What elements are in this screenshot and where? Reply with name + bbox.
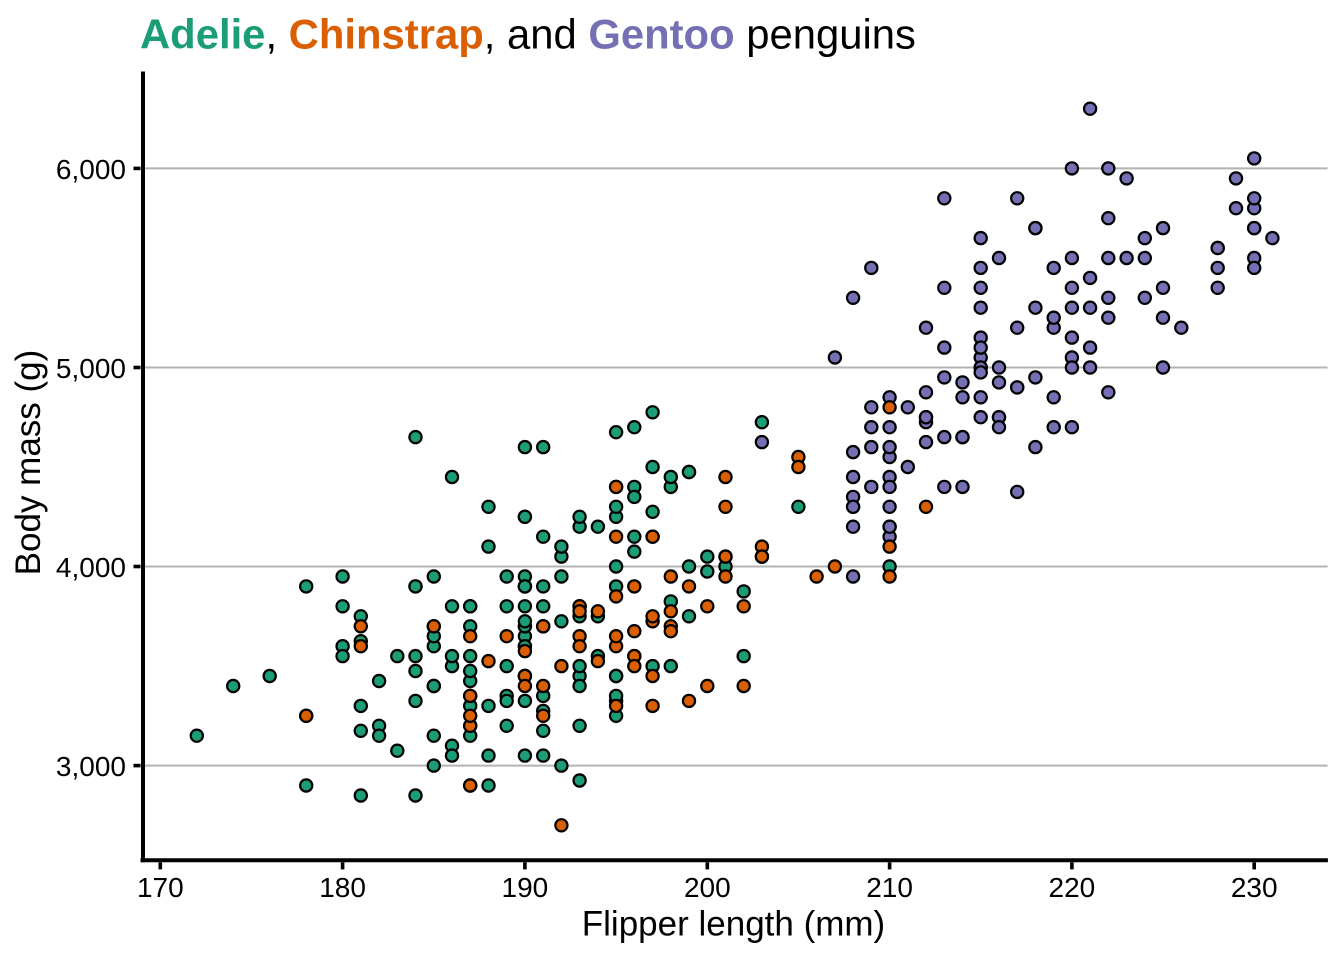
- svg-text:3,000: 3,000: [56, 751, 126, 782]
- svg-text:4,000: 4,000: [56, 552, 126, 583]
- svg-text:5,000: 5,000: [56, 353, 126, 384]
- svg-text:180: 180: [319, 872, 366, 903]
- svg-text:220: 220: [1049, 872, 1096, 903]
- svg-text:230: 230: [1231, 872, 1278, 903]
- svg-text:Body mass (g): Body mass (g): [9, 350, 48, 576]
- svg-text:190: 190: [502, 872, 549, 903]
- svg-text:200: 200: [684, 872, 731, 903]
- svg-text:170: 170: [137, 872, 184, 903]
- svg-text:210: 210: [866, 872, 913, 903]
- svg-text:Adelie, Chinstrap, and Gentoo: Adelie, Chinstrap, and Gentoo penguins: [140, 11, 916, 58]
- svg-text:6,000: 6,000: [56, 154, 126, 185]
- svg-text:Flipper length (mm): Flipper length (mm): [582, 905, 885, 944]
